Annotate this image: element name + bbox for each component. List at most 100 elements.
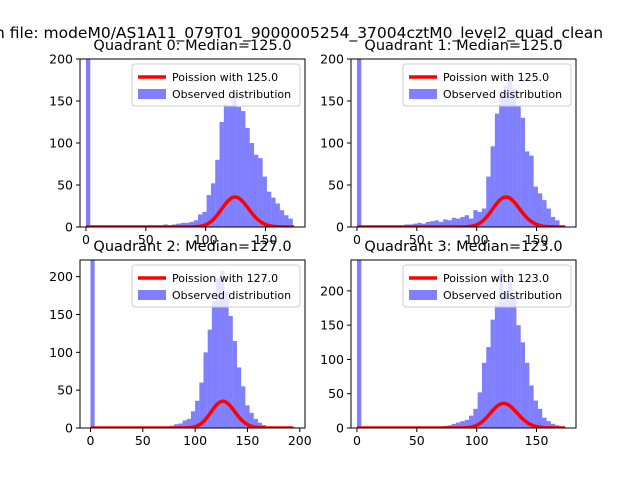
histogram-bar [206, 195, 211, 227]
histogram-bar [460, 216, 465, 227]
histogram-bar [542, 417, 547, 428]
histogram-bar [185, 222, 190, 227]
y-tick-label: 200 [49, 269, 73, 284]
histogram-bar [430, 221, 435, 227]
histogram-bar [477, 211, 482, 227]
histogram-bar [451, 217, 457, 227]
legend-label-poisson: Poission with 125.0 [172, 71, 278, 84]
x-tick-label: 150 [525, 433, 549, 448]
y-tick-label: 0 [65, 421, 73, 436]
histogram-bar [464, 419, 470, 428]
x-tick-label: 0 [353, 232, 361, 247]
histogram-bar [451, 423, 457, 428]
y-tick-label: 100 [320, 136, 344, 151]
histogram-bar [203, 352, 208, 428]
histogram-bar [232, 92, 237, 227]
legend-label-poisson: Poission with 123.0 [443, 272, 549, 285]
x-tick-label: 150 [525, 232, 549, 247]
histogram-bar [533, 186, 538, 227]
histogram-bar [456, 218, 461, 227]
histogram-bar [447, 220, 452, 227]
histogram-bar [542, 200, 547, 227]
histogram-bar [520, 342, 526, 428]
histogram-bar [525, 151, 530, 227]
axes-frame [79, 259, 306, 429]
x-tick-label: 0 [82, 232, 90, 247]
histogram-bar [182, 420, 187, 428]
histogram-bar [503, 290, 508, 428]
histogram-bar [245, 127, 250, 227]
plot-area [85, 59, 295, 227]
histogram-bar [417, 222, 422, 227]
histogram-bar [537, 193, 543, 227]
histogram-bar [512, 88, 517, 227]
histogram-bar [486, 176, 491, 227]
histogram-bar [533, 400, 538, 428]
legend: Poission with 123.0 Observed distribution [402, 264, 572, 308]
histogram-bar [241, 111, 246, 227]
legend-bar-swatch [138, 89, 166, 99]
histogram-bar [494, 113, 500, 227]
histogram-bar [460, 421, 465, 428]
histogram-bar [537, 408, 543, 428]
y-tick-label: 150 [49, 307, 73, 322]
histogram-bar [443, 219, 448, 227]
quadrant-1-panel: 0 50 100 150 0 50 100 150 200 Quadrant 1: Median=… [320, 38, 577, 247]
x-tick-label: 100 [465, 232, 489, 247]
histogram-bar [223, 104, 229, 227]
histogram-bar [180, 222, 186, 227]
histogram-bar [211, 300, 217, 428]
histogram-bar [550, 423, 556, 428]
x-tick-label: 150 [236, 433, 260, 448]
legend-bar-swatch [138, 290, 166, 300]
histogram-bar [220, 270, 225, 428]
histogram-bar [486, 347, 491, 428]
panel-title: Quadrant 3: Median=123.0 [364, 239, 562, 255]
x-tick-label: 150 [254, 232, 278, 247]
y-tick-label: 100 [49, 136, 73, 151]
quadrant-2-panel: 0 50 100 150 200 0 50 100 150 200 Quadrant 2: Medi… [49, 239, 312, 448]
histogram-bar [232, 340, 237, 428]
legend-box [131, 264, 301, 308]
histogram-bar [512, 297, 517, 428]
histogram-bar [262, 176, 267, 227]
histogram-bar [477, 392, 482, 428]
histogram-bar [258, 158, 263, 227]
histogram-bar [271, 197, 276, 227]
quadrant-0-panel: 0 50 100 150 0 50 100 150 200 Quadrant 0: Median=… [49, 38, 306, 247]
legend-bar-swatch [409, 89, 437, 99]
histogram-bar [85, 59, 91, 227]
legend: Poission with 125.0 Observed distribution [402, 63, 572, 107]
histogram-bar [525, 362, 530, 428]
x-tick-label: 200 [288, 433, 312, 448]
y-tick-label: 200 [49, 52, 73, 67]
histogram-bar [490, 146, 495, 227]
x-tick-label: 100 [183, 433, 207, 448]
histogram-bar [193, 220, 199, 227]
histogram-bar [236, 367, 242, 428]
y-tick-label: 100 [49, 345, 73, 360]
histogram-bar [464, 215, 470, 227]
histogram-bar [236, 106, 242, 227]
histogram-bar [481, 362, 487, 428]
histogram-bar [224, 291, 229, 428]
histogram-bar [490, 319, 495, 428]
y-tick-label: 150 [320, 94, 344, 109]
x-tick-label: 100 [465, 433, 489, 448]
y-tick-label: 50 [57, 178, 73, 193]
histogram-bar [425, 221, 431, 227]
histogram-bar [202, 211, 207, 227]
panel-title: Quadrant 2: Median=127.0 [93, 239, 291, 255]
x-tick-label: 0 [86, 433, 94, 448]
plot-area [356, 260, 566, 428]
histogram-bar [279, 210, 285, 227]
histogram-bar [499, 268, 504, 428]
histogram-bar [245, 405, 250, 428]
histogram-bar [456, 422, 461, 428]
histogram-bar [249, 143, 255, 227]
histogram-bar [473, 210, 478, 227]
panel-title: Quadrant 0: Median=125.0 [93, 38, 291, 54]
x-tick-label: 50 [409, 232, 425, 247]
histogram-bar [356, 260, 362, 428]
